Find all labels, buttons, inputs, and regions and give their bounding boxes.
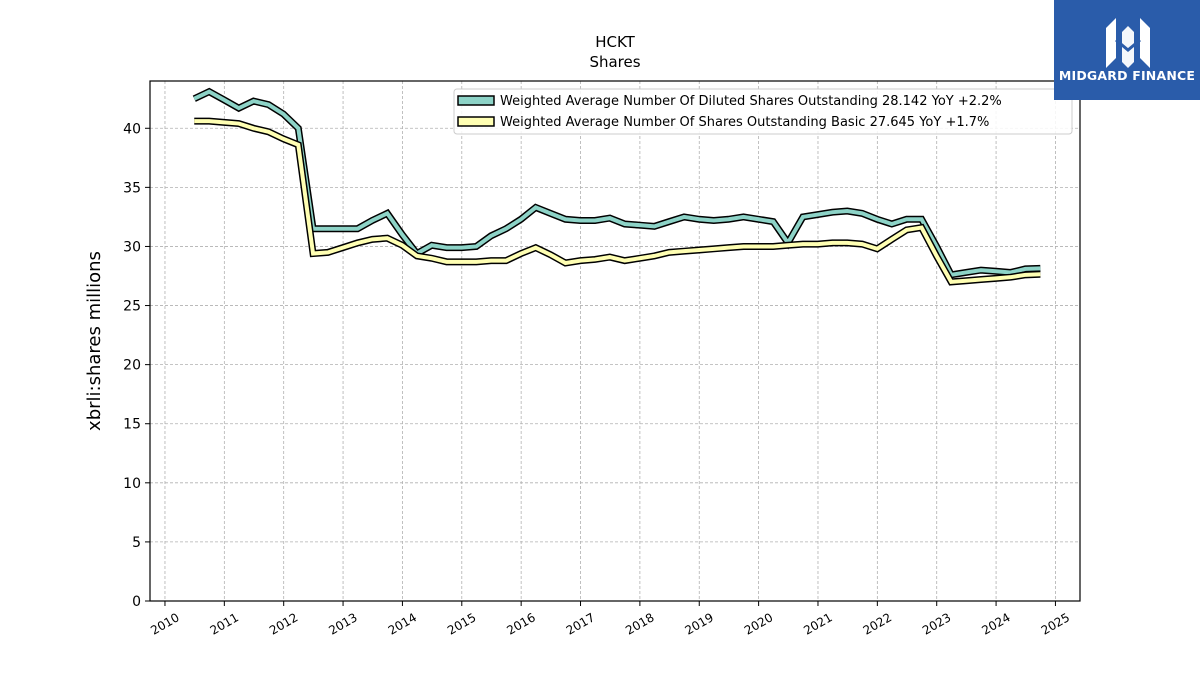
y-tick-label: 35 (123, 180, 141, 196)
plot-frame (149, 80, 1081, 602)
chart-title: HCKT (595, 33, 635, 51)
logo-text: MIDGARD FINANCE (1058, 68, 1196, 83)
x-tick-label: 2018 (623, 610, 656, 637)
legend-swatch (457, 95, 495, 106)
x-tick-label: 2016 (504, 610, 537, 637)
x-tick-label: 2024 (979, 610, 1012, 637)
midgard-m-icon (1106, 18, 1150, 68)
x-tick-label: 2023 (920, 610, 953, 637)
y-tick-label: 30 (123, 239, 141, 255)
x-tick-label: 2013 (326, 610, 359, 637)
series-1-line (193, 89, 1041, 278)
series-2-line (194, 119, 1041, 285)
midgard-finance-logo: MIDGARD FINANCE (1054, 0, 1200, 100)
x-tick-label: 2025 (1039, 610, 1072, 637)
x-tick-label: 2011 (208, 610, 241, 637)
legend-swatch (457, 116, 495, 127)
y-axis-label: xbrli:shares millions (84, 251, 105, 431)
chart-subtitle: Shares (589, 53, 640, 71)
y-tick-label: 25 (123, 299, 141, 315)
legend-label: Weighted Average Number Of Diluted Share… (500, 94, 1002, 109)
x-tick-label: 2010 (148, 610, 181, 637)
x-tick-label: 2014 (386, 610, 419, 637)
x-tick-label: 2019 (683, 610, 716, 637)
y-tick-label: 0 (132, 594, 141, 610)
y-tick-label: 15 (123, 417, 141, 433)
x-tick-label: 2021 (801, 610, 834, 637)
x-tick-label: 2022 (861, 610, 894, 637)
legend: Weighted Average Number Of Diluted Share… (453, 88, 1073, 135)
y-tick-label: 20 (123, 358, 141, 374)
y-tick-label: 10 (123, 476, 141, 492)
legend-label: Weighted Average Number Of Shares Outsta… (500, 115, 989, 130)
y-tick-label: 40 (123, 121, 141, 137)
x-tick-label: 2012 (267, 610, 300, 637)
legend-box (453, 88, 1073, 135)
x-tick-label: 2015 (445, 610, 478, 637)
x-tick-label: 2017 (564, 610, 597, 637)
y-tick-label: 5 (132, 535, 141, 551)
x-tick-label: 2020 (742, 610, 775, 637)
